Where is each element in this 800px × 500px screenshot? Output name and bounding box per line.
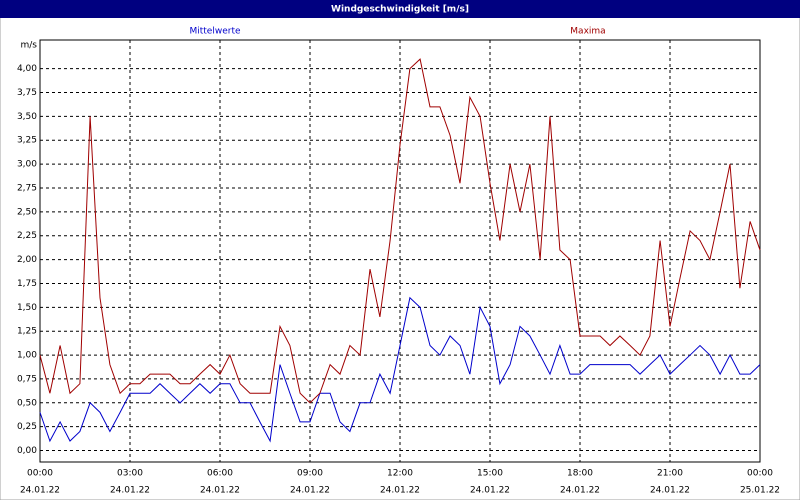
y-tick-label: 3,50 [17,112,37,122]
y-tick-label: 1,25 [17,327,37,337]
x-tick-label: 18:00 [567,469,593,479]
plot-area: 0,00 0,25 0,50 0,75 1,00 1,25 1,50 1,75 2,00 2,25… [17,27,780,496]
y-tick-label: 0,00 [17,446,37,456]
x-tick-label: 09:00 [297,469,323,479]
y-tick-label: 1,00 [17,351,37,361]
x-tick-date: 24.01.22 [470,486,510,496]
y-tick-label: 3,25 [17,136,37,146]
x-tick-label: 21:00 [657,469,683,479]
x-tick-date: 25.01.22 [740,486,780,496]
legend-label: Maxima [570,27,605,37]
chart-title: Windgeschwindigkeit [m/s] [331,5,469,15]
y-tick-label: 2,25 [17,231,37,241]
x-tick-date: 24.01.22 [560,486,600,496]
x-tick-label: 06:00 [207,469,233,479]
y-tick-label: 3,00 [17,160,37,170]
x-tick-label: 03:00 [117,469,143,479]
x-tick-label: 00:00 [747,469,773,479]
y-tick-label: 0,50 [17,398,37,408]
title-bar [0,0,800,18]
y-tick-label: 4,00 [17,64,37,74]
x-tick-date: 24.01.22 [200,486,240,496]
y-tick-label: 2,00 [17,255,37,265]
x-tick-label: 15:00 [477,469,503,479]
y-tick-label: 1,50 [17,303,37,313]
x-tick-date: 24.01.22 [650,486,690,496]
y-tick-label: 0,75 [17,374,37,384]
plot-border [39,39,761,463]
x-tick-date: 24.01.22 [380,486,420,496]
x-tick-date: 24.01.22 [20,486,60,496]
x-tick-date: 24.01.22 [110,486,150,496]
y-tick-label: 1,75 [17,279,37,289]
line-series [39,296,761,443]
x-tick-date: 24.01.22 [290,486,330,496]
y-tick-label: 3,75 [17,88,37,98]
y-tick-label: 0,25 [17,422,37,432]
x-tick-label: 12:00 [387,469,413,479]
y-tick-label: 2,50 [17,207,37,217]
line-series [39,58,761,404]
y-axis-label: m/s [21,41,38,51]
legend-label: Mittelwerte [189,27,240,37]
y-tick-label: 2,75 [17,183,37,193]
x-tick-label: 00:00 [27,469,53,479]
